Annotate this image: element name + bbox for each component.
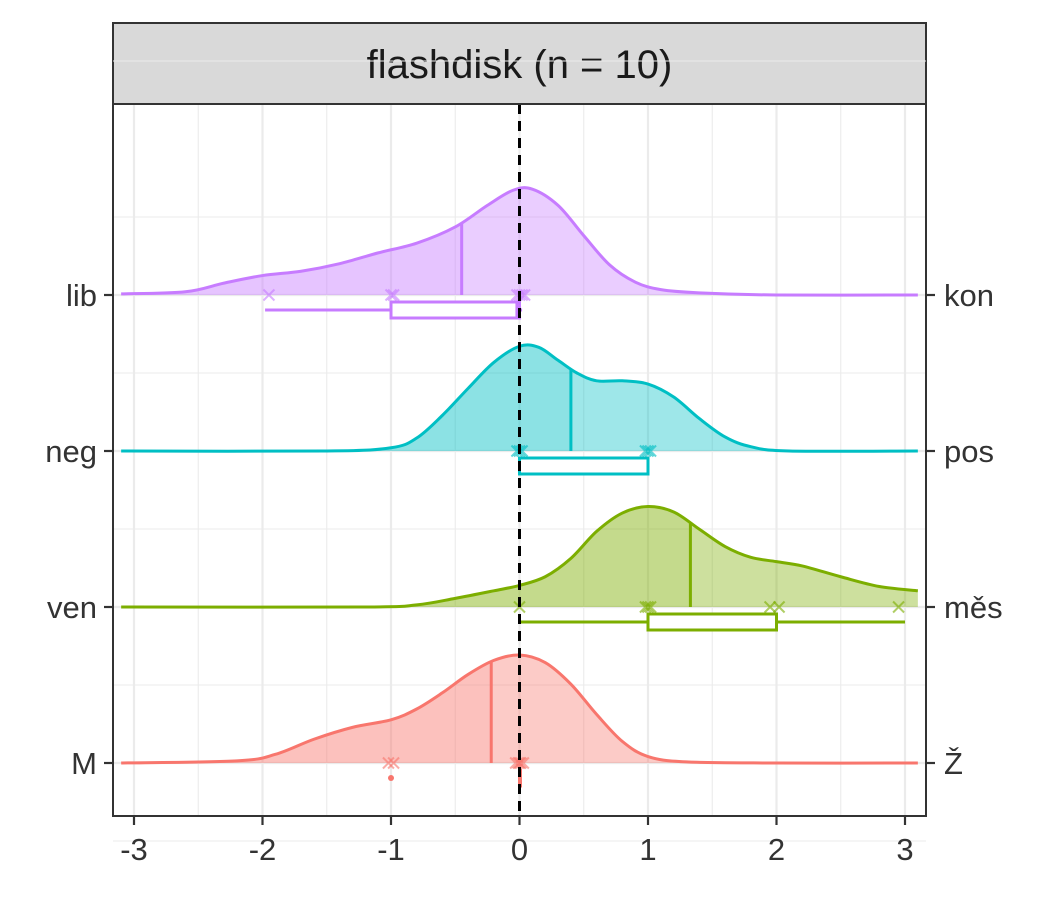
- y-label-left: ven: [47, 590, 97, 625]
- data-point: [639, 444, 652, 458]
- data-point: [384, 288, 398, 302]
- data-point: [641, 600, 655, 614]
- density-area-lib: [461, 187, 918, 296]
- outlier-point: [388, 775, 394, 781]
- point-stroke: [639, 444, 652, 458]
- density-area-neg: [121, 344, 571, 452]
- data-point: [639, 600, 652, 614]
- data-point: [262, 288, 276, 302]
- box-lib: [389, 300, 521, 320]
- y-label-left: neg: [45, 434, 97, 469]
- x-tick-label: -3: [120, 832, 148, 867]
- y-label-right: pos: [944, 434, 994, 469]
- point-stroke: [262, 288, 276, 302]
- density-area-lib: [121, 223, 462, 295]
- density-area-M: [491, 654, 918, 764]
- density-area-M: [121, 661, 492, 763]
- data-point: [644, 600, 657, 614]
- point-stroke: [772, 600, 786, 614]
- y-label-right: kon: [944, 278, 994, 313]
- y-label-left: M: [71, 746, 97, 781]
- facet-strip: [112, 22, 927, 105]
- point-stroke: [639, 600, 652, 614]
- point-stroke: [644, 444, 657, 458]
- density-line-neg: [121, 343, 918, 453]
- box-ven: [646, 612, 778, 632]
- point-stroke: [641, 600, 655, 614]
- data-point: [382, 756, 395, 770]
- x-tick-label: 3: [896, 832, 913, 867]
- data-point: [644, 444, 657, 458]
- data-point: [387, 288, 400, 302]
- data-point: [641, 444, 655, 458]
- data-point: [513, 756, 526, 770]
- x-tick-label: 1: [639, 832, 656, 867]
- point-stroke: [515, 444, 529, 458]
- point-stroke: [387, 288, 400, 302]
- density-area-ven: [690, 522, 918, 607]
- point-stroke: [763, 600, 777, 614]
- data-point: [892, 600, 905, 614]
- y-label-left: lib: [66, 278, 97, 313]
- point-stroke: [641, 444, 655, 458]
- y-label-right: Ž: [944, 746, 963, 781]
- x-tick-label: 0: [511, 832, 528, 867]
- point-stroke: [382, 756, 395, 770]
- point-stroke: [644, 600, 657, 614]
- point-stroke: [517, 756, 530, 770]
- x-tick-label: 2: [768, 832, 785, 867]
- box-neg: [518, 456, 650, 476]
- x-tick-label: -1: [377, 832, 405, 867]
- data-point: [387, 756, 400, 770]
- data-point: [772, 600, 786, 614]
- data-point: [763, 600, 777, 614]
- facet-label: flashdisk (n = 10): [367, 43, 673, 87]
- point-stroke: [513, 756, 526, 770]
- y-label-right: měs: [944, 590, 1003, 625]
- boxplot-layer: [265, 300, 905, 788]
- point-stroke: [387, 756, 400, 770]
- density-line-ven: [121, 505, 919, 609]
- density-line-lib: [121, 186, 918, 297]
- x-tick-label: -2: [249, 832, 277, 867]
- density-layer: [121, 186, 919, 765]
- axes: lib kon neg pos ven měs M Ž -3 -2 -1 0 1 2 3: [45, 278, 1002, 867]
- point-stroke: [892, 600, 905, 614]
- density-area-neg: [570, 369, 918, 452]
- density-line-M: [121, 653, 918, 765]
- density-area-ven: [121, 506, 691, 608]
- point-stroke: [384, 288, 398, 302]
